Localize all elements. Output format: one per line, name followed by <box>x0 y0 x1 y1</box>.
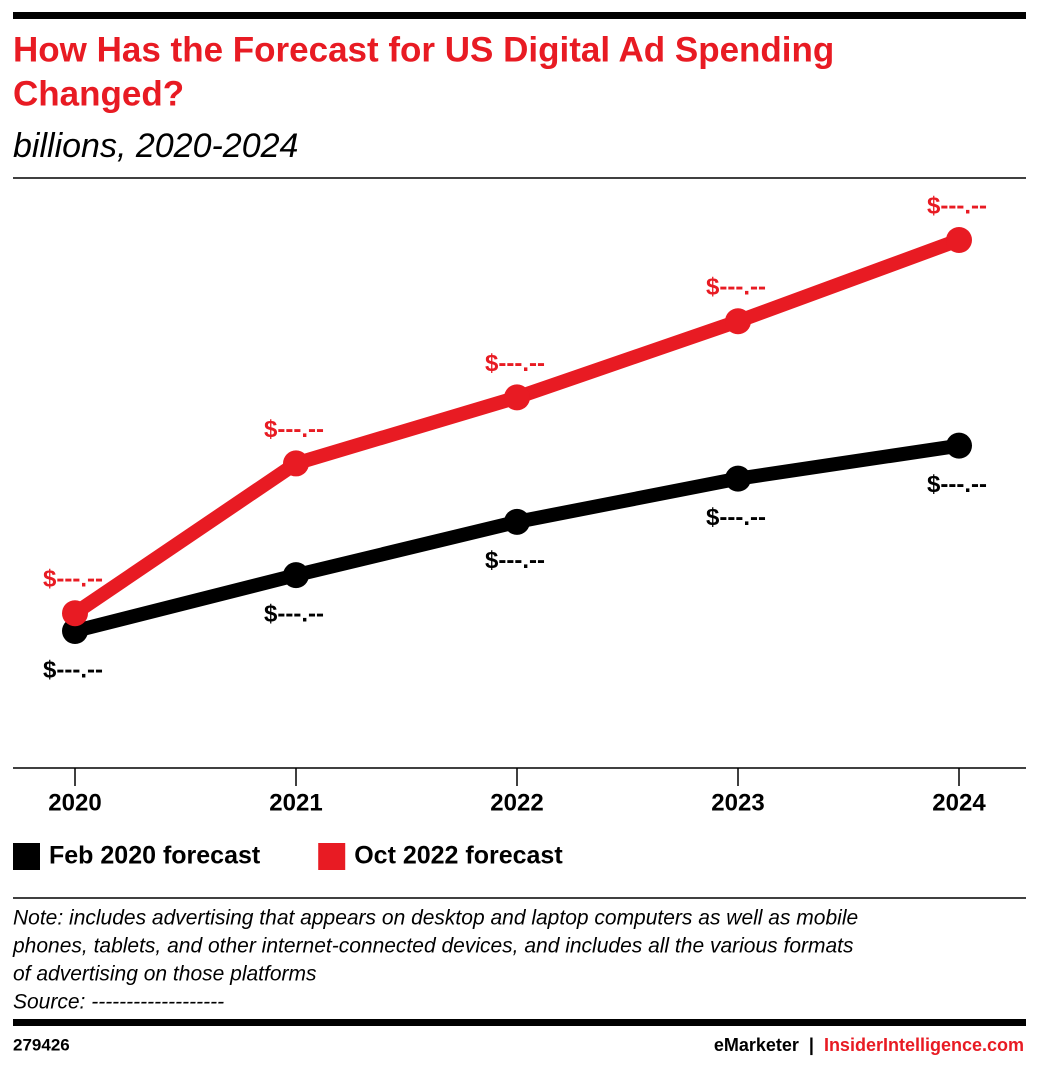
point <box>283 450 309 477</box>
data-label: $---.-- <box>927 471 987 498</box>
data-label: $---.-- <box>485 350 545 377</box>
data-label: $---.-- <box>706 504 766 531</box>
bottom-bar <box>13 1019 1026 1026</box>
top-bar <box>13 12 1026 19</box>
data-label: $---.-- <box>706 274 766 301</box>
note: Note: includes advertising that appears … <box>13 907 858 930</box>
x-tick-label: 2020 <box>48 789 101 816</box>
data-label: $---.-- <box>485 547 545 574</box>
x-tick-label: 2023 <box>711 789 764 816</box>
x-tick-label: 2021 <box>269 789 322 816</box>
data-label: $---.-- <box>264 416 324 443</box>
chart-subtitle: billions, 2020-2024 <box>13 127 298 165</box>
legend-label: Oct 2022 forecast <box>354 842 563 870</box>
chart-id: 279426 <box>13 1035 70 1054</box>
data-label: $---.-- <box>43 656 103 683</box>
data-label: $---.-- <box>43 566 103 593</box>
legend-swatch <box>13 843 40 870</box>
point <box>62 600 88 627</box>
chart-title: How Has the Forecast for US Digital Ad S… <box>13 30 834 69</box>
point <box>725 308 751 335</box>
legend-label: Feb 2020 forecast <box>49 842 261 870</box>
point <box>283 562 309 589</box>
data-label: $---.-- <box>927 192 987 219</box>
note: phones, tablets, and other internet-conn… <box>12 935 854 958</box>
chart-title: Changed? <box>13 74 184 113</box>
point <box>62 618 88 644</box>
point <box>946 227 972 253</box>
data-label: $---.-- <box>264 600 324 627</box>
footer: eMarketer | InsiderIntelligence.com <box>714 1035 1024 1055</box>
separator: | <box>809 1035 814 1055</box>
legend-swatch <box>318 843 346 870</box>
x-tick-label: 2022 <box>490 789 543 816</box>
series-line <box>73 438 961 638</box>
point <box>725 465 751 492</box>
x-tick-label: 2024 <box>932 789 986 816</box>
point <box>504 384 530 411</box>
point <box>946 432 972 459</box>
note: Source: ------------------- <box>13 991 224 1014</box>
site: InsiderIntelligence.com <box>824 1035 1024 1055</box>
point <box>504 508 530 535</box>
brand: eMarketer <box>714 1035 799 1055</box>
note: of advertising on those platforms <box>13 963 317 986</box>
